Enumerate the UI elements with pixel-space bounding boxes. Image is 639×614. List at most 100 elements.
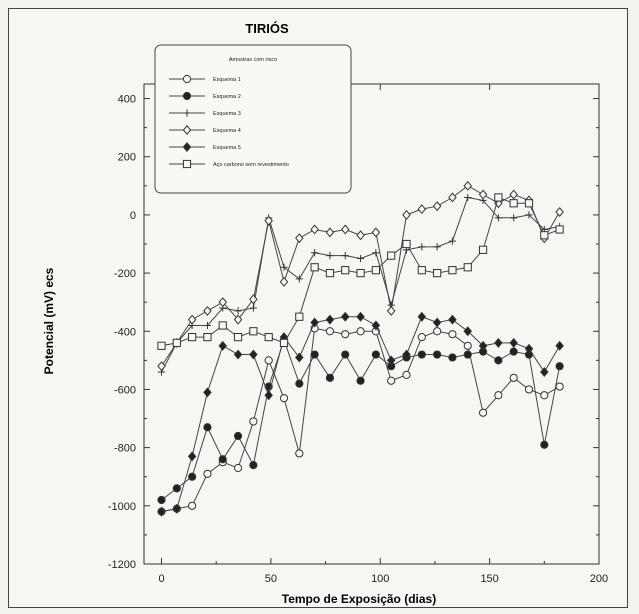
legend-marker [182,142,192,152]
legend: Amostras com risco Esquema 1 Esquema 2 Esq… [154,44,352,194]
line-chart: TIRIÓS -1200 -1000 -800 -600 -400 -200 0 200 400… [42,21,608,606]
data-point [555,382,564,391]
data-point [249,304,257,312]
data-point [249,327,258,336]
data-point [509,189,518,200]
data-point [325,268,335,278]
x-tick-label: 150 [480,573,498,585]
data-point [325,314,335,325]
data-point [172,484,181,493]
data-point [249,417,258,426]
data-point [356,327,365,336]
data-point [371,320,381,331]
data-point [341,252,349,260]
data-point [249,349,258,360]
legend-label: Esquema 1 [213,77,241,83]
data-point [310,350,319,359]
data-point [264,332,273,342]
data-point [356,254,365,263]
data-point [264,390,273,401]
data-point [340,311,350,322]
data-point [387,251,396,260]
data-point [356,311,365,322]
legend-label: Aço carbono sem revestimento [213,162,289,168]
data-point [310,224,319,235]
data-point [555,340,564,351]
series-4 [157,180,564,372]
data-point [555,225,564,234]
data-point [402,349,411,360]
series-6 [157,193,564,350]
data-point [509,347,518,356]
data-point [448,237,457,245]
data-point [555,362,564,371]
y-tick-label: -1200 [108,559,136,571]
data-point [463,350,472,359]
series-line [161,327,560,513]
data-point [540,391,549,400]
data-point [540,231,549,240]
legend-entry: Aço carbono sem revestimento [169,159,289,169]
data-point [172,338,181,348]
data-point [325,373,335,382]
series-1 [157,324,564,516]
data-point [157,506,166,517]
data-point [433,243,441,251]
y-tick-label: 200 [118,152,136,164]
data-point [218,321,227,330]
data-point [340,224,350,235]
data-point [448,353,457,362]
data-point [478,245,488,254]
data-point [203,332,212,342]
data-point [218,455,227,464]
data-point [295,312,304,321]
data-point [494,356,503,365]
legend-entry: Esquema 5 [169,142,241,152]
data-point [418,243,426,251]
data-point [172,503,182,514]
data-point [279,276,289,287]
data-point [249,294,258,305]
data-point [341,350,350,359]
data-point [463,341,472,350]
data-point [402,209,411,220]
legend-entry: Esquema 4 [169,125,241,135]
data-point [494,337,503,348]
data-point [417,204,427,215]
legend-title: Amostras com risco [229,57,277,63]
legend-marker [182,74,192,84]
series-2 [157,335,564,505]
data-point [386,305,396,316]
data-point [524,385,534,394]
data-point [187,451,197,462]
legend-marker [183,109,191,117]
data-point [295,233,304,244]
legend-entry: Esquema 2 [169,91,241,101]
data-point [264,215,273,226]
data-point [279,338,289,348]
data-point [433,350,442,359]
data-point [203,321,212,330]
data-point [157,341,166,350]
data-point [448,192,457,203]
data-point [540,367,549,377]
data-point [187,314,197,325]
data-point [463,263,472,272]
data-point [524,199,534,208]
data-point [371,266,380,275]
data-point [157,495,166,505]
series-layer [157,180,564,517]
data-point [310,317,319,328]
data-point [311,249,319,257]
data-point [448,330,457,339]
data-point [325,227,335,238]
legend-label: Esquema 3 [213,111,241,117]
y-tick-label: -200 [114,268,136,280]
data-point [448,266,457,275]
data-point [464,193,472,202]
data-point [433,268,442,278]
data-point [417,266,426,275]
data-point [188,472,197,481]
data-point [417,350,426,359]
data-point [448,314,457,325]
